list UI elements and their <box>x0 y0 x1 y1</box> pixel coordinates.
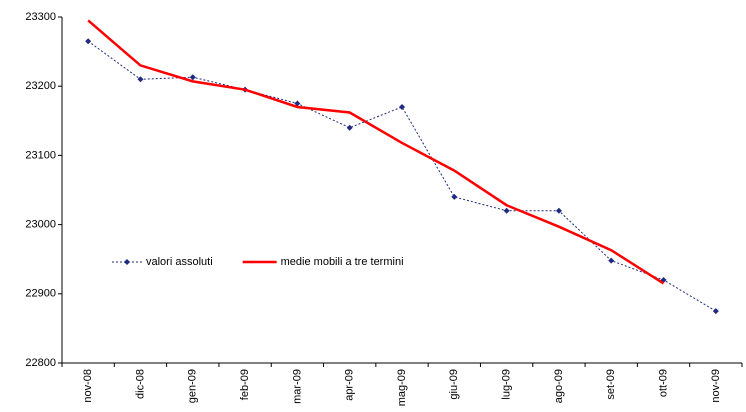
marker <box>555 207 562 214</box>
x-tick-label: nov-09 <box>710 369 722 403</box>
x-tick-label: dic-08 <box>134 369 146 399</box>
x-tick-label: mar-09 <box>291 369 303 404</box>
y-tick-label: 22800 <box>25 357 56 369</box>
marker <box>503 207 510 214</box>
y-tick-label: 23000 <box>25 219 56 231</box>
marker <box>608 257 615 264</box>
legend-marker <box>124 259 130 265</box>
marker <box>137 76 144 83</box>
x-tick-label: gen-09 <box>187 369 199 403</box>
marker <box>346 124 353 131</box>
x-tick-label: ott-09 <box>657 369 669 397</box>
x-tick-label: set-09 <box>605 369 617 400</box>
x-tick-label: feb-09 <box>239 369 251 400</box>
marker <box>189 74 196 81</box>
x-tick-label: giu-09 <box>448 369 460 400</box>
legend-label: medie mobili a tre termini <box>281 256 404 268</box>
marker <box>294 100 301 107</box>
y-tick-label: 23300 <box>25 11 56 23</box>
marker <box>399 103 405 110</box>
x-tick-label: mag-09 <box>396 369 408 406</box>
marker <box>712 308 719 315</box>
marker <box>85 38 92 45</box>
series-line <box>87 40 717 312</box>
y-tick-label: 22900 <box>25 288 56 300</box>
x-tick-label: nov-08 <box>82 369 94 403</box>
x-tick-label: lug-09 <box>501 369 513 400</box>
marker <box>451 193 458 200</box>
legend-label: valori assoluti <box>146 256 213 268</box>
x-tick-label: apr-09 <box>344 369 356 401</box>
series-line <box>87 19 665 285</box>
x-tick-label: ago-09 <box>553 369 565 403</box>
y-tick-label: 23200 <box>25 80 56 92</box>
y-tick-label: 23100 <box>25 149 56 161</box>
